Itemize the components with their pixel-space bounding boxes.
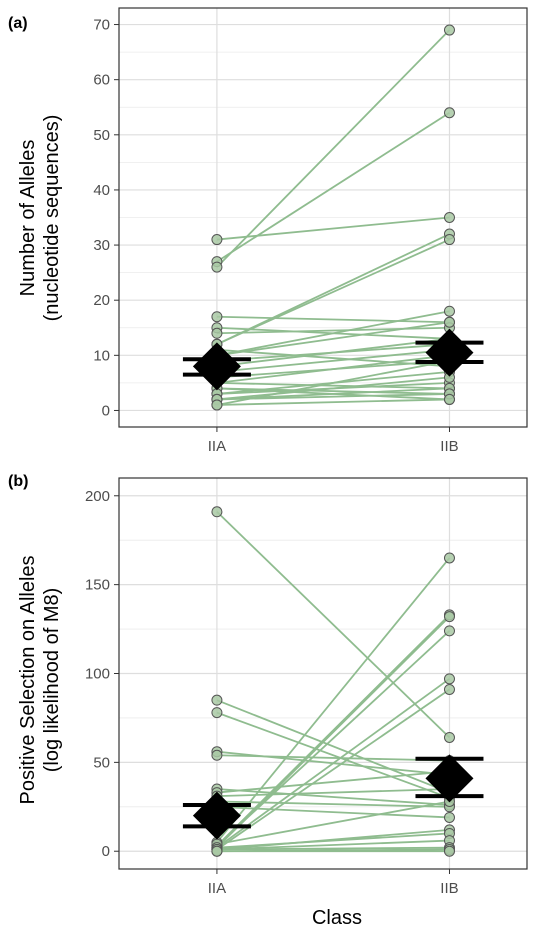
panel-b-pair-line xyxy=(216,832,450,849)
panel-b-pair-line xyxy=(216,754,450,762)
panel-a-point xyxy=(443,393,455,405)
panel-a-pair-line xyxy=(216,315,450,324)
panel-a-point xyxy=(211,327,223,339)
panel-a-pair-line xyxy=(216,310,450,357)
panel-a-pair-line xyxy=(216,398,450,406)
panel-b-point xyxy=(443,731,455,743)
panel-b-pair-line xyxy=(216,800,450,846)
panel-b-pair-line xyxy=(216,846,450,851)
panel-a-ylabel-line1: Number of Alleles xyxy=(17,140,39,297)
panel-a-pair-line xyxy=(216,381,450,390)
panel-b-pair-line xyxy=(216,678,451,849)
panel-a-ylabel-line2: (nucleotide sequences) xyxy=(41,115,63,322)
panel-a-pair-line xyxy=(216,29,451,268)
panel-b-point xyxy=(443,611,455,623)
panel-b-pair-line xyxy=(216,770,450,794)
panel-b-ytick-label: 150 xyxy=(85,577,110,594)
panel-b-point xyxy=(211,506,223,518)
panel-a-point xyxy=(443,305,455,317)
panel-b-point xyxy=(443,673,455,685)
panel-a-pair-line xyxy=(216,359,450,406)
panel-b-pair-line xyxy=(216,557,451,843)
panel-b-ytick-label: 100 xyxy=(85,666,110,683)
panel-b-panel-border xyxy=(118,477,528,870)
panel-b-pair-line xyxy=(216,630,451,847)
panel-b-pair-line xyxy=(216,699,450,794)
panel-a-point xyxy=(443,212,455,223)
panel-a-ytick-label: 40 xyxy=(93,182,110,199)
panel-b-point xyxy=(211,707,223,719)
panel-a-point xyxy=(443,107,455,119)
panel-a-point xyxy=(211,311,223,323)
panel-a-pair-line xyxy=(216,326,450,335)
panel-b-point xyxy=(443,552,455,564)
panel-a-ytick-label: 20 xyxy=(93,292,110,309)
panel-a-pair-line xyxy=(216,111,450,263)
panel-a-ytick-label: 10 xyxy=(93,347,110,364)
panel-a-pair-line xyxy=(216,337,450,368)
panel-b-label: (b) xyxy=(8,473,28,490)
panel-b-point xyxy=(211,845,223,857)
panel-a-ytick-label: 0 xyxy=(102,402,110,419)
panel-b-point xyxy=(211,749,223,761)
panel-b-pair-line xyxy=(216,839,450,851)
panel-a-point xyxy=(443,234,455,246)
panel-b-plot: 0 50 100 150 200 IIA IIB xyxy=(85,477,528,897)
panel-a-ytick-label: 50 xyxy=(93,127,110,144)
panel-a-ytick-label: 60 xyxy=(93,72,110,89)
panel-a-ytick-label: 70 xyxy=(93,17,110,34)
panel-a-xtick-label: IIA xyxy=(208,438,226,455)
panel-b-ytick-label: 50 xyxy=(93,754,110,771)
panel-a-pair-line xyxy=(216,376,450,401)
panel-b-pair-line xyxy=(216,788,450,806)
panel-a-point xyxy=(211,261,223,273)
panel-b-ylabel-line2: (log likelihood of M8) xyxy=(41,588,63,773)
panel-b-point xyxy=(211,694,223,706)
panel-a-pair-line xyxy=(216,348,450,373)
panel-b-mean-diamond xyxy=(425,754,474,803)
panel-b-point xyxy=(443,625,455,637)
panel-b-point xyxy=(443,683,455,695)
panel-a-pair-line xyxy=(216,387,450,395)
panel-b-xtick-label: IIB xyxy=(440,880,458,897)
panel-b-point xyxy=(443,845,455,857)
panel-b-xlabel: Class xyxy=(312,907,362,929)
panel-a: (a) Number of Alleles (nucleotide sequen… xyxy=(8,7,528,455)
panel-b-ytick-label: 200 xyxy=(85,488,110,505)
panel-a-pair-line xyxy=(216,354,450,384)
panel-a-pair-line xyxy=(216,393,450,401)
panel-b-ytick-label: 0 xyxy=(102,843,110,860)
panel-a-point xyxy=(211,399,223,411)
panel-b-point xyxy=(443,811,455,823)
panel-a-pair-line xyxy=(216,321,450,357)
panel-a-mean-diamond xyxy=(192,342,241,391)
panel-a-point xyxy=(443,316,455,328)
panel-b-pair-line xyxy=(216,800,450,808)
panel-a-plot: 0 10 20 30 40 50 60 70 IIA IIB xyxy=(93,7,528,455)
panel-b-pair-line xyxy=(216,711,450,799)
panel-a-label: (a) xyxy=(8,15,28,32)
panel-a-xtick-label: IIB xyxy=(440,438,458,455)
panel-a-pair-line xyxy=(216,238,450,346)
panel-b-mean-diamond xyxy=(192,791,241,840)
panel-b: (b) Positive Selection on Alleles (log l… xyxy=(8,473,528,929)
panel-b-xtick-label: IIA xyxy=(208,880,226,897)
panel-a-panel-border xyxy=(118,7,528,428)
panel-b-pair-line xyxy=(216,614,451,847)
panel-a-ytick-label: 30 xyxy=(93,237,110,254)
panel-a-mean-diamond xyxy=(425,328,474,377)
panel-a-point xyxy=(443,24,455,36)
panel-a-point xyxy=(211,234,223,246)
panel-b-pair-line xyxy=(216,688,450,851)
panel-b-ylabel-line1: Positive Selection on Alleles xyxy=(17,555,39,804)
panel-b-pair-line xyxy=(216,511,451,739)
